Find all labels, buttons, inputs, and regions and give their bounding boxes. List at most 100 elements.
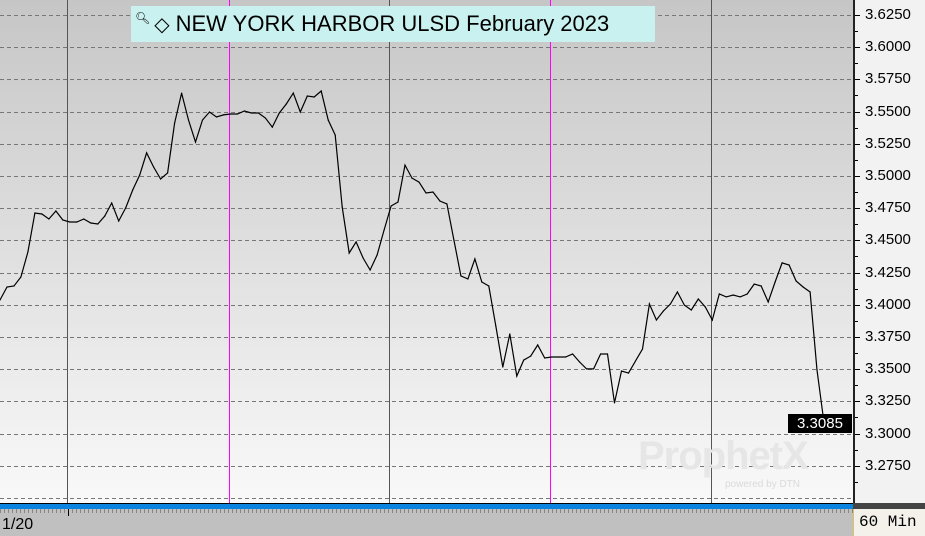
price-point [767, 301, 769, 303]
y-tick [855, 47, 860, 48]
y-tick [855, 337, 860, 338]
time-axis[interactable]: 1/20 [0, 509, 853, 536]
y-minor-tick [855, 289, 858, 290]
y-tick [855, 273, 860, 274]
price-point [34, 212, 36, 214]
price-point [243, 110, 245, 112]
y-tick-label: 3.3500 [865, 360, 911, 378]
price-point [292, 92, 294, 94]
price-point [544, 357, 546, 359]
price-point [320, 90, 322, 92]
price-point [460, 275, 462, 277]
interval-selector[interactable]: 60 Min [853, 509, 925, 536]
price-point [781, 262, 783, 264]
plot-area[interactable] [0, 0, 853, 503]
y-minor-tick [855, 321, 858, 322]
y-tick [855, 434, 860, 435]
price-point [6, 286, 8, 288]
y-tick [855, 15, 860, 16]
price-point [369, 269, 371, 271]
y-tick [855, 466, 860, 467]
y-tick-label: 3.4000 [865, 295, 911, 313]
price-point [613, 402, 616, 404]
y-tick [855, 305, 860, 306]
chart-title[interactable]: 🔍︎ ◇ NEW YORK HARBOR ULSD February 2023 [131, 6, 655, 42]
price-point [222, 114, 225, 116]
y-minor-tick [855, 450, 858, 451]
price-point [20, 276, 22, 278]
price-point [690, 309, 692, 311]
y-tick [855, 112, 860, 113]
price-point [676, 291, 679, 293]
y-minor-tick [855, 417, 858, 418]
price-point [285, 103, 287, 105]
price-point [509, 333, 511, 335]
price-point [76, 221, 78, 223]
y-minor-tick [855, 192, 858, 193]
price-point [355, 241, 357, 243]
price-point [13, 285, 15, 287]
diamond-icon: ◇ [154, 13, 170, 36]
price-point [167, 172, 169, 174]
price-point [376, 254, 378, 256]
price-point [586, 368, 588, 370]
price-point [579, 361, 581, 363]
price-point [132, 189, 134, 191]
price-point [516, 375, 518, 377]
price-point [718, 293, 720, 295]
price-point [257, 112, 259, 114]
price-point [397, 201, 399, 203]
price-point [481, 281, 483, 283]
y-tick [855, 369, 860, 370]
y-tick-label: 3.5500 [865, 102, 911, 120]
price-point [523, 359, 525, 361]
magnifier-icon[interactable]: 🔍︎ [135, 11, 151, 25]
price-point [306, 95, 308, 97]
price-point [551, 356, 553, 358]
y-tick [855, 240, 860, 241]
y-tick-label: 3.3750 [865, 328, 911, 345]
y-tick-label: 3.6250 [865, 6, 911, 23]
price-point [600, 353, 602, 355]
price-point [0, 299, 1, 301]
price-point [90, 222, 92, 224]
y-tick-label: 3.4250 [865, 263, 911, 281]
prophetx-watermark: ProphetX [638, 434, 809, 478]
y-tick [855, 144, 860, 145]
price-point [341, 206, 343, 208]
price-point [271, 126, 273, 128]
price-point [250, 112, 252, 114]
price-chart [0, 0, 853, 503]
price-point [788, 264, 790, 266]
price-point [404, 164, 406, 166]
price-point [160, 178, 162, 180]
price-point [711, 319, 713, 321]
price-point [704, 306, 706, 308]
price-point [187, 119, 190, 121]
y-minor-tick [855, 128, 858, 129]
time-axis-start-label: 1/20 [2, 516, 34, 533]
price-point [802, 286, 804, 288]
y-tick-label: 3.5000 [865, 167, 911, 184]
price-point [362, 257, 364, 259]
price-axis[interactable]: 3.6250 3.6000 3.5750 3.5500 3.5250 3.5000 3.47… [853, 0, 925, 508]
price-point [495, 325, 497, 327]
price-point [753, 283, 755, 285]
price-point [432, 191, 434, 193]
price-point [565, 356, 567, 358]
price-point [125, 207, 127, 209]
y-minor-tick [855, 63, 858, 64]
price-point [153, 166, 155, 168]
price-point [194, 141, 197, 143]
price-point [383, 229, 385, 231]
y-minor-tick [855, 353, 858, 354]
y-minor-tick [855, 224, 858, 225]
price-point [641, 348, 644, 350]
time-ticks [0, 509, 853, 516]
price-point [746, 293, 748, 295]
price-point [48, 218, 50, 220]
price-point [439, 200, 441, 202]
price-point [181, 92, 183, 94]
price-point [816, 369, 818, 371]
y-minor-tick [855, 482, 858, 483]
